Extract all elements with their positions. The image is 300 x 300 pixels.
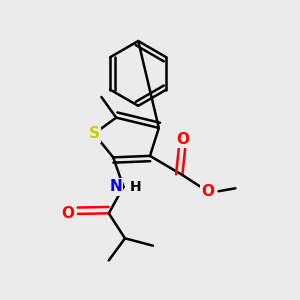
Text: H: H <box>130 180 141 194</box>
Text: O: O <box>61 206 74 221</box>
Text: O: O <box>201 184 214 199</box>
Text: O: O <box>176 132 189 147</box>
Text: S: S <box>88 126 100 141</box>
Text: N: N <box>109 179 122 194</box>
